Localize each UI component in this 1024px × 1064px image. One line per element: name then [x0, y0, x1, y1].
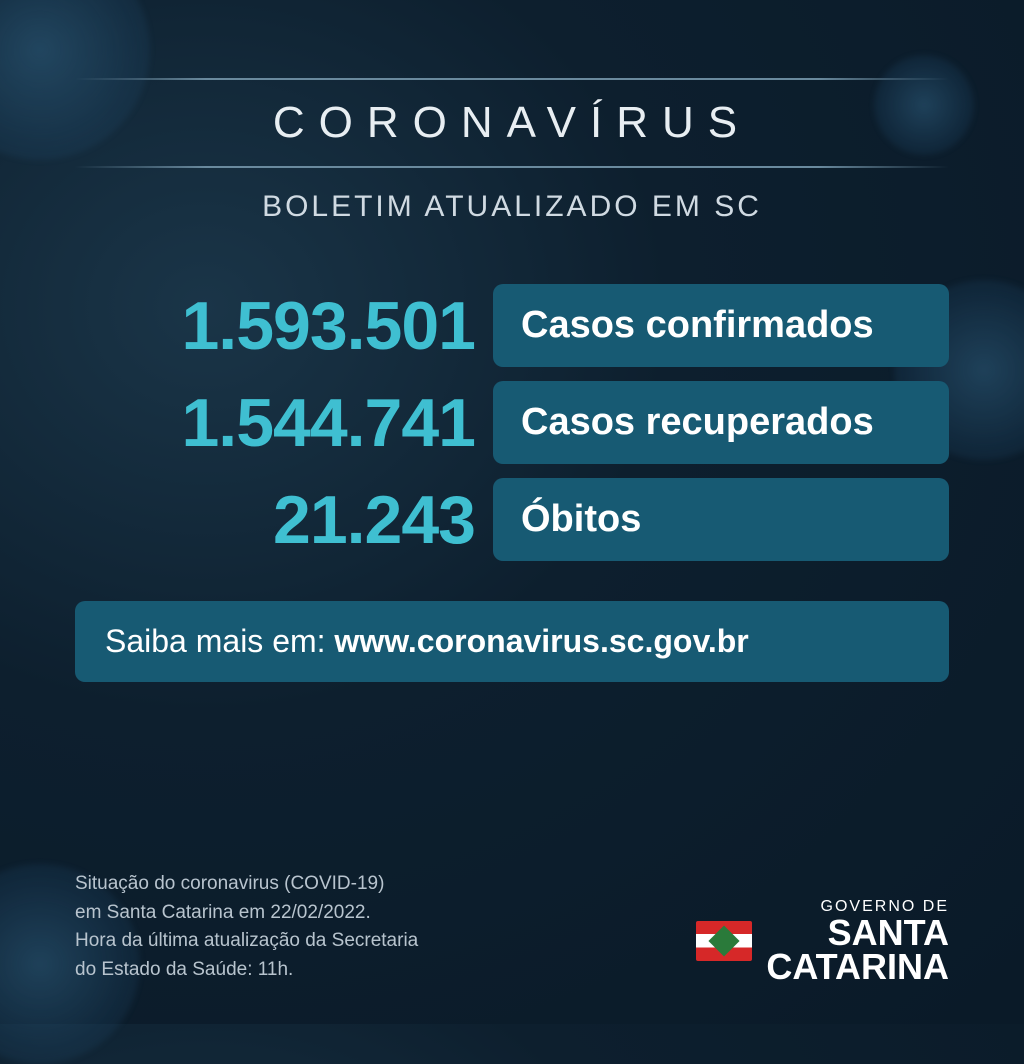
footer-line: em Santa Catarina em 22/02/2022.: [75, 899, 418, 928]
infographic-container: CORONAVÍRUS BOLETIM ATUALIZADO EM SC 1.5…: [0, 0, 1024, 1024]
footer-line: do Estado da Saúde: 11h.: [75, 956, 418, 985]
stat-label-box: Casos confirmados: [493, 284, 949, 367]
footer-text: Situação do coronavirus (COVID-19) em Sa…: [75, 870, 418, 984]
logo-text: GOVERNO DE SANTA CATARINA: [766, 898, 949, 984]
link-url: www.coronavirus.sc.gov.br: [334, 623, 748, 659]
footer: Situação do coronavirus (COVID-19) em Sa…: [75, 870, 949, 984]
subtitle: BOLETIM ATUALIZADO EM SC: [75, 190, 949, 224]
header: CORONAVÍRUS BOLETIM ATUALIZADO EM SC: [75, 60, 949, 224]
logo-big-text-2: CATARINA: [766, 950, 949, 984]
logo-big-text-1: SANTA: [766, 916, 949, 950]
footer-line: Situação do coronavirus (COVID-19): [75, 870, 418, 899]
stat-value: 1.593.501: [75, 287, 475, 365]
stat-value: 21.243: [75, 481, 475, 559]
link-label: Saiba mais em:: [105, 623, 334, 659]
divider-top: [75, 78, 949, 80]
stat-label-box: Casos recuperados: [493, 381, 949, 464]
main-title: CORONAVÍRUS: [75, 98, 949, 148]
stat-row-deaths: 21.243 Óbitos: [75, 478, 949, 561]
stat-label-box: Óbitos: [493, 478, 949, 561]
footer-line: Hora da última atualização da Secretaria: [75, 927, 418, 956]
flag-icon: [696, 921, 752, 961]
stat-value: 1.544.741: [75, 384, 475, 462]
stats-section: 1.593.501 Casos confirmados 1.544.741 Ca…: [75, 284, 949, 561]
stat-row-confirmed: 1.593.501 Casos confirmados: [75, 284, 949, 367]
stat-row-recovered: 1.544.741 Casos recuperados: [75, 381, 949, 464]
link-box: Saiba mais em: www.coronavirus.sc.gov.br: [75, 601, 949, 682]
divider-bottom: [75, 166, 949, 168]
government-logo: GOVERNO DE SANTA CATARINA: [696, 898, 949, 984]
